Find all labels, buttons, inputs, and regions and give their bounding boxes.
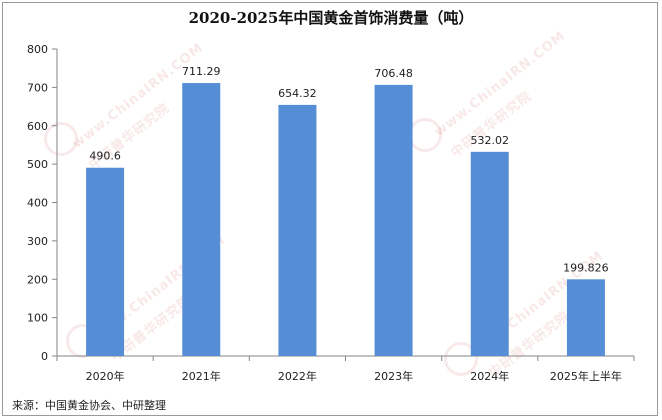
y-tick-label: 700	[27, 81, 48, 94]
data-label: 199.826	[563, 261, 609, 274]
source-note: 来源：中国黄金协会、中研整理	[12, 399, 166, 412]
bar	[566, 279, 605, 356]
watermark-logo-icon	[444, 342, 478, 376]
bar	[182, 83, 221, 356]
y-tick-label: 600	[27, 120, 48, 133]
data-label: 654.32	[278, 87, 317, 100]
data-label: 706.48	[374, 67, 413, 80]
y-tick-label: 200	[27, 273, 48, 286]
y-tick-label: 0	[41, 350, 48, 363]
bar	[374, 84, 413, 356]
x-tick-label: 2023年	[374, 369, 413, 383]
bar	[278, 104, 317, 357]
data-label: 490.6	[89, 150, 121, 163]
x-tick-label: 2022年	[278, 369, 317, 383]
watermark-logo-icon	[44, 122, 78, 156]
x-tick-label: 2024年	[470, 369, 509, 383]
y-tick-label: 800	[27, 43, 48, 56]
data-label: 711.29	[182, 65, 221, 78]
y-tick-label: 500	[27, 158, 48, 171]
data-label: 532.02	[471, 134, 510, 147]
bar	[470, 151, 509, 356]
x-tick-label: 2025年上半年	[550, 369, 622, 383]
y-tick-label: 400	[27, 197, 48, 210]
bar	[86, 167, 125, 356]
chart-title: 2020-2025年中国黄金首饰消费量（吨）	[188, 9, 474, 27]
y-tick-label: 300	[27, 235, 48, 248]
x-tick-label: 2020年	[86, 369, 125, 383]
x-tick-label: 2021年	[182, 369, 221, 383]
y-tick-label: 100	[27, 312, 48, 325]
